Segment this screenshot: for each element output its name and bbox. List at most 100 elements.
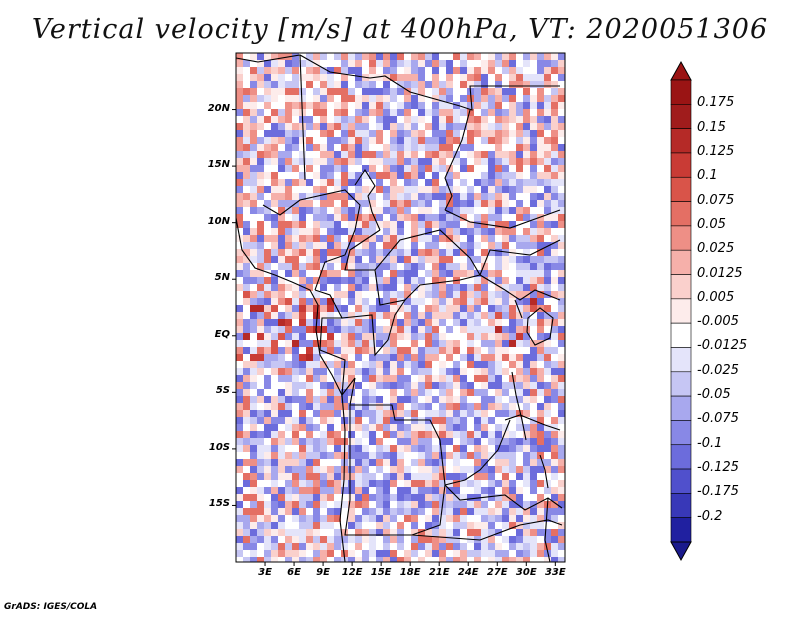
field-cell <box>453 221 461 229</box>
field-cell <box>488 81 496 89</box>
field-cell <box>411 228 419 236</box>
field-cell <box>474 249 482 257</box>
field-cell <box>418 102 426 110</box>
lon-tick-label: 27E <box>486 567 508 578</box>
field-cell <box>334 466 342 474</box>
field-cell <box>341 312 349 320</box>
field-cell <box>348 235 356 243</box>
field-cell <box>523 543 531 551</box>
field-cell <box>481 550 489 558</box>
field-cell <box>530 67 538 75</box>
field-cell <box>306 81 314 89</box>
field-cell <box>390 501 398 509</box>
field-cell <box>516 522 524 530</box>
field-cell <box>495 389 503 397</box>
field-cell <box>313 305 321 313</box>
field-cell <box>243 200 251 208</box>
field-cell <box>390 165 398 173</box>
field-cell <box>474 452 482 460</box>
field-cell <box>376 459 384 467</box>
field-cell <box>292 102 300 110</box>
field-cell <box>432 67 440 75</box>
field-cell <box>502 207 510 215</box>
field-cell <box>509 102 517 110</box>
field-cell <box>250 298 258 306</box>
field-cell <box>292 235 300 243</box>
field-cell <box>341 354 349 362</box>
field-cell <box>404 291 412 299</box>
field-cell <box>509 333 517 341</box>
field-cell <box>369 361 377 369</box>
field-cell <box>285 67 293 75</box>
field-cell <box>327 431 335 439</box>
field-cell <box>495 403 503 411</box>
field-cell <box>488 242 496 250</box>
field-cell <box>397 522 405 530</box>
field-cell <box>243 284 251 292</box>
field-cell <box>278 137 286 145</box>
field-cell <box>285 445 293 453</box>
field-cell <box>320 53 328 61</box>
field-cell <box>418 151 426 159</box>
field-cell <box>236 305 244 313</box>
field-cell <box>236 452 244 460</box>
field-cell <box>278 228 286 236</box>
field-cell <box>320 81 328 89</box>
field-cell <box>341 228 349 236</box>
field-cell <box>551 242 559 250</box>
field-cell <box>341 326 349 334</box>
field-cell <box>320 459 328 467</box>
field-cell <box>537 389 545 397</box>
field-cell <box>474 221 482 229</box>
field-cell <box>418 403 426 411</box>
field-cell <box>404 256 412 264</box>
field-cell <box>425 557 433 562</box>
field-cell <box>327 249 335 257</box>
field-cell <box>264 207 272 215</box>
field-cell <box>257 354 265 362</box>
field-cell <box>439 74 447 82</box>
field-cell <box>411 487 419 495</box>
field-cell <box>369 235 377 243</box>
field-cell <box>544 368 552 376</box>
field-cell <box>383 382 391 390</box>
field-cell <box>362 74 370 82</box>
field-cell <box>516 494 524 502</box>
field-cell <box>278 557 286 562</box>
field-cell <box>243 158 251 166</box>
field-cell <box>509 438 517 446</box>
field-cell <box>530 60 538 68</box>
field-cell <box>355 186 363 194</box>
field-cell <box>495 445 503 453</box>
field-cell <box>306 368 314 376</box>
field-cell <box>488 480 496 488</box>
field-cell <box>481 361 489 369</box>
field-cell <box>453 214 461 222</box>
colorbar-level-label: 0.175 <box>697 95 735 111</box>
field-cell <box>509 361 517 369</box>
field-cell <box>467 368 475 376</box>
field-cell <box>439 249 447 257</box>
field-cell <box>411 102 419 110</box>
field-cell <box>306 522 314 530</box>
field-cell <box>474 347 482 355</box>
field-cell <box>250 368 258 376</box>
field-cell <box>278 445 286 453</box>
field-cell <box>425 144 433 152</box>
field-cell <box>474 81 482 89</box>
field-cell <box>327 81 335 89</box>
field-cell <box>453 480 461 488</box>
field-cell <box>495 256 503 264</box>
field-cell <box>460 354 468 362</box>
field-cell <box>495 193 503 201</box>
field-cell <box>278 305 286 313</box>
field-cell <box>446 536 454 544</box>
field-cell <box>488 361 496 369</box>
field-cell <box>411 88 419 96</box>
field-cell <box>320 158 328 166</box>
field-cell <box>509 270 517 278</box>
field-cell <box>488 515 496 523</box>
field-cell <box>390 515 398 523</box>
field-cell <box>558 130 565 138</box>
field-cell <box>271 557 279 562</box>
